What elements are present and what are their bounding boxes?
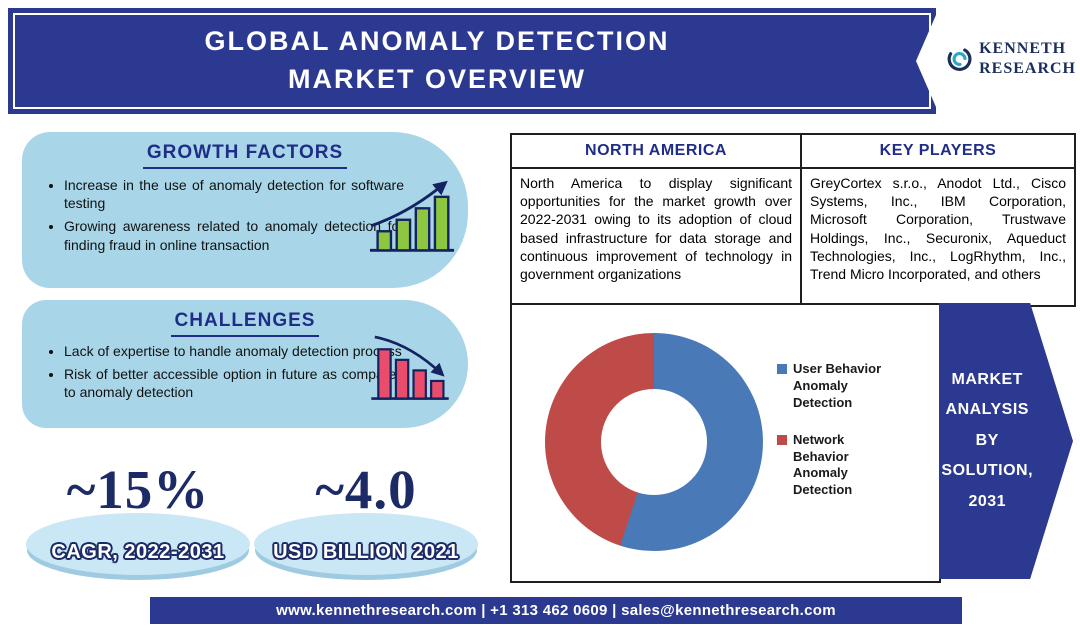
- growth-factors-list: Increase in the use of anomaly detection…: [46, 176, 404, 259]
- bar-chart-up-icon: [369, 180, 455, 252]
- kenneth-research-swirl-icon: [947, 47, 972, 71]
- banner-notch: [916, 15, 936, 107]
- page-title: GLOBAL ANOMALY DETECTION MARKET OVERVIEW: [8, 8, 936, 114]
- growth-factors-panel: GROWTH FACTORS Increase in the use of an…: [22, 132, 468, 288]
- logo-text-line2: RESEARCH: [979, 60, 1076, 77]
- market-analysis-ribbon: MARKET ANALYSIS BY SOLUTION, 2031: [939, 303, 1073, 579]
- market-analysis-label: MARKET ANALYSIS BY SOLUTION, 2031: [941, 371, 1034, 510]
- legend-label: Network Behavior Anomaly Detection: [793, 431, 853, 498]
- legend-swatch: [777, 434, 787, 445]
- challenges-panel: CHALLENGES Lack of expertise to handle a…: [22, 300, 468, 428]
- key-players-text: GreyCortex s.r.o., Anodot Ltd., Cisco Sy…: [800, 167, 1076, 307]
- donut-chart: [545, 333, 763, 551]
- challenges-list: Lack of expertise to handle anomaly dete…: [46, 342, 404, 407]
- solution-chart-box: User Behavior Anomaly Detection Network …: [510, 303, 941, 583]
- key-players-header: KEY PLAYERS: [800, 133, 1076, 169]
- cagr-value: ~15%: [66, 459, 210, 520]
- cagr-label: CAGR, 2022-2031: [51, 541, 225, 563]
- bar-chart-down-icon: [371, 335, 449, 400]
- legend-item: Network Behavior Anomaly Detection: [777, 432, 883, 500]
- challenge-item: Risk of better accessible option in futu…: [64, 365, 404, 401]
- legend-swatch: [777, 364, 787, 374]
- footer-contact-text: www.kennethresearch.com | +1 313 462 060…: [276, 602, 836, 619]
- page-title-line1: GLOBAL ANOMALY DETECTION: [204, 26, 670, 57]
- north-america-header: NORTH AMERICA: [510, 133, 802, 169]
- logo-text: KENNETH RESEARCH: [979, 39, 1076, 79]
- logo-text-line1: KENNETH: [979, 40, 1067, 57]
- market-size-label: USD BILLION 2021: [273, 541, 459, 563]
- challenges-title: CHALLENGES: [170, 310, 320, 337]
- header-banner: GLOBAL ANOMALY DETECTION MARKET OVERVIEW: [8, 8, 936, 114]
- market-size-disc: [254, 513, 478, 575]
- growth-factor-item: Increase in the use of anomaly detection…: [64, 176, 404, 212]
- legend-label: User Behavior Anomaly Detection: [793, 361, 882, 410]
- footer-contact-bar: www.kennethresearch.com | +1 313 462 060…: [150, 597, 962, 624]
- market-size-value: ~4.0: [315, 459, 417, 520]
- market-size-stat: ~4.0 USD BILLION 2021: [254, 455, 478, 577]
- donut-hole: [601, 389, 707, 495]
- page-title-line2: MARKET OVERVIEW: [287, 64, 587, 94]
- growth-factors-title: GROWTH FACTORS: [142, 142, 348, 169]
- region-players-table: NORTH AMERICA KEY PLAYERS North America …: [510, 133, 1076, 307]
- challenge-item: Lack of expertise to handle anomaly dete…: [64, 342, 404, 360]
- legend-item: User Behavior Anomaly Detection: [777, 361, 883, 412]
- growth-factor-item: Growing awareness related to anomaly det…: [64, 217, 404, 253]
- kenneth-research-logo: KENNETH RESEARCH: [946, 24, 1076, 94]
- cagr-disc: [26, 513, 250, 575]
- chart-legend: User Behavior Anomaly Detection Network …: [777, 361, 883, 519]
- north-america-text: North America to display significant opp…: [510, 167, 802, 307]
- cagr-stat: ~15% CAGR, 2022-2031: [26, 455, 250, 577]
